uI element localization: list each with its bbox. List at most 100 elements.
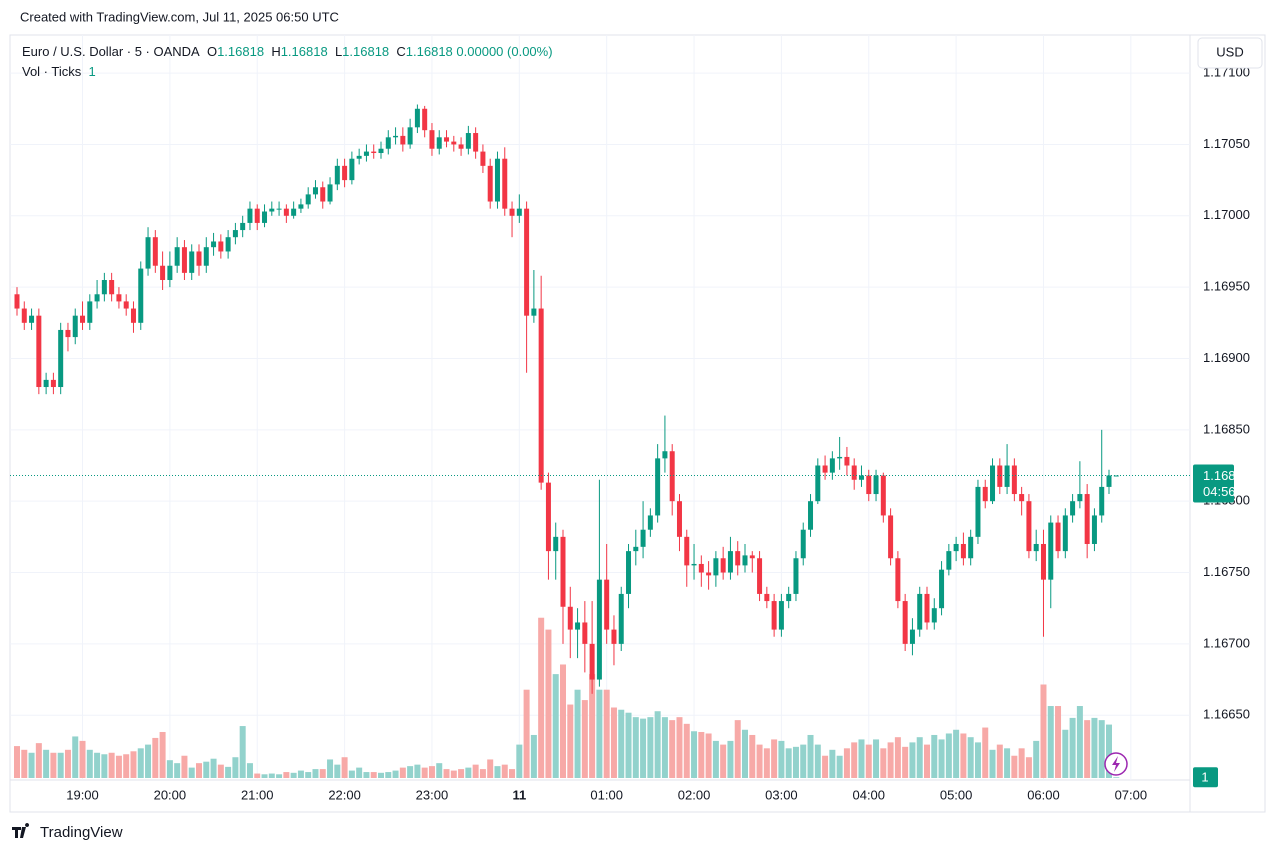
h-label: H <box>271 44 281 59</box>
candle-body <box>618 593 624 644</box>
candle-body <box>320 187 326 202</box>
candle-body <box>633 546 639 552</box>
candle-body <box>582 622 588 644</box>
candle-body <box>1084 494 1090 544</box>
candle-body <box>254 208 260 223</box>
candle-body <box>385 137 391 149</box>
candle-body <box>436 137 442 149</box>
volume-bar <box>581 700 588 778</box>
volume-bar <box>953 729 960 778</box>
volume-bar <box>989 749 996 778</box>
candle-body <box>764 593 770 602</box>
candle-body <box>684 536 690 566</box>
volume-bar <box>778 740 785 778</box>
candle-layer <box>14 104 1119 694</box>
candle-body <box>36 315 42 388</box>
volume-bar <box>654 711 661 778</box>
volume-bar <box>246 763 253 778</box>
volume-bar <box>370 772 377 778</box>
volume-layer <box>14 617 1120 778</box>
candle-body <box>1062 515 1068 552</box>
volume-bar <box>443 769 450 778</box>
currency: USD <box>1216 44 1243 59</box>
candle-body <box>65 329 71 338</box>
volume-bar <box>974 742 981 778</box>
volume-bar <box>625 712 632 778</box>
candle-body <box>669 451 675 502</box>
volume-bar <box>1047 706 1054 778</box>
candle-body <box>829 458 835 473</box>
volume-bar <box>399 767 406 778</box>
volume-bar <box>1018 748 1025 778</box>
volume-bar <box>79 740 86 778</box>
c-label: C <box>396 44 406 59</box>
candle-body <box>21 308 27 323</box>
volume-bar <box>712 740 719 778</box>
volume-bar <box>589 674 596 778</box>
volume-bar <box>727 740 734 778</box>
y-tick-label: 1.16900 <box>1203 350 1250 365</box>
y-tick-label: 1.16950 <box>1203 279 1250 294</box>
volume-bar <box>174 763 181 778</box>
candle-body <box>917 593 923 630</box>
volume-bar <box>72 736 79 778</box>
candle-body <box>458 144 464 149</box>
candle-body <box>567 606 573 630</box>
candle-body <box>662 451 668 459</box>
volume-bar <box>101 754 108 778</box>
currency-box[interactable] <box>1197 37 1263 69</box>
volume-bar <box>1069 717 1076 778</box>
volume-bar <box>509 769 516 778</box>
candle-body <box>291 208 297 216</box>
candle-body <box>80 315 86 323</box>
candle-body <box>203 247 209 266</box>
x-tick-label: 01:00 <box>590 787 623 802</box>
volume-bar <box>1062 729 1069 778</box>
volume-bar <box>814 744 821 778</box>
volume-bar <box>683 723 690 778</box>
candle-body <box>269 208 275 212</box>
volume-bar <box>35 743 42 778</box>
alert-icon-bolt <box>1112 756 1120 772</box>
volume-bar <box>829 749 836 778</box>
x-tick-label: 03:00 <box>765 787 798 802</box>
candle-body <box>101 280 107 295</box>
volume-bar <box>1084 720 1091 778</box>
o-value: 1.16818 <box>217 44 265 59</box>
candle-body <box>363 151 369 156</box>
candle-body <box>167 265 173 281</box>
candle-body <box>575 622 581 630</box>
candle-body <box>655 458 661 516</box>
volume-bar <box>407 766 414 778</box>
volume-bar <box>181 755 188 778</box>
candle-body <box>494 158 500 202</box>
volume-bar <box>14 746 20 778</box>
volume-bar <box>640 718 647 778</box>
volume-bar <box>232 757 239 778</box>
logo-mark <box>12 823 30 838</box>
candle-body <box>1113 475 1119 477</box>
volume-bar <box>428 766 435 778</box>
volume-bar <box>749 734 756 778</box>
volume-bar <box>1025 757 1032 778</box>
volume-bar <box>880 748 887 778</box>
volume-bar <box>261 774 268 778</box>
candle-body <box>14 294 20 309</box>
candle-body <box>545 482 551 552</box>
volume-bar <box>669 720 676 778</box>
candle-body <box>749 555 755 559</box>
candle-body <box>735 551 741 566</box>
candle-body <box>218 241 224 252</box>
candle-body <box>1106 475 1112 487</box>
y-tick-label: 1.16700 <box>1203 635 1250 650</box>
candle-body <box>502 158 508 209</box>
volume-bar <box>1011 755 1018 778</box>
candle-body <box>676 501 682 537</box>
volume-bar <box>647 717 654 778</box>
candle-body <box>720 558 726 573</box>
candle-body <box>1048 522 1054 580</box>
volume-bar <box>159 731 166 778</box>
candle-body <box>160 265 166 281</box>
y-tick-label: 1.17000 <box>1203 207 1250 222</box>
